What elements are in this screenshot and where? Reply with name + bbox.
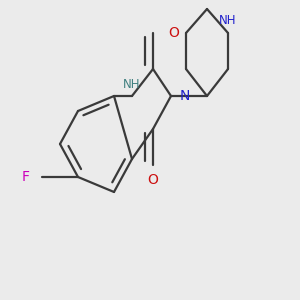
- Text: F: F: [22, 170, 30, 184]
- Text: N: N: [180, 89, 190, 103]
- Text: O: O: [168, 26, 179, 40]
- Text: NH: NH: [123, 77, 141, 91]
- Text: NH: NH: [219, 14, 237, 28]
- Text: O: O: [148, 173, 158, 187]
